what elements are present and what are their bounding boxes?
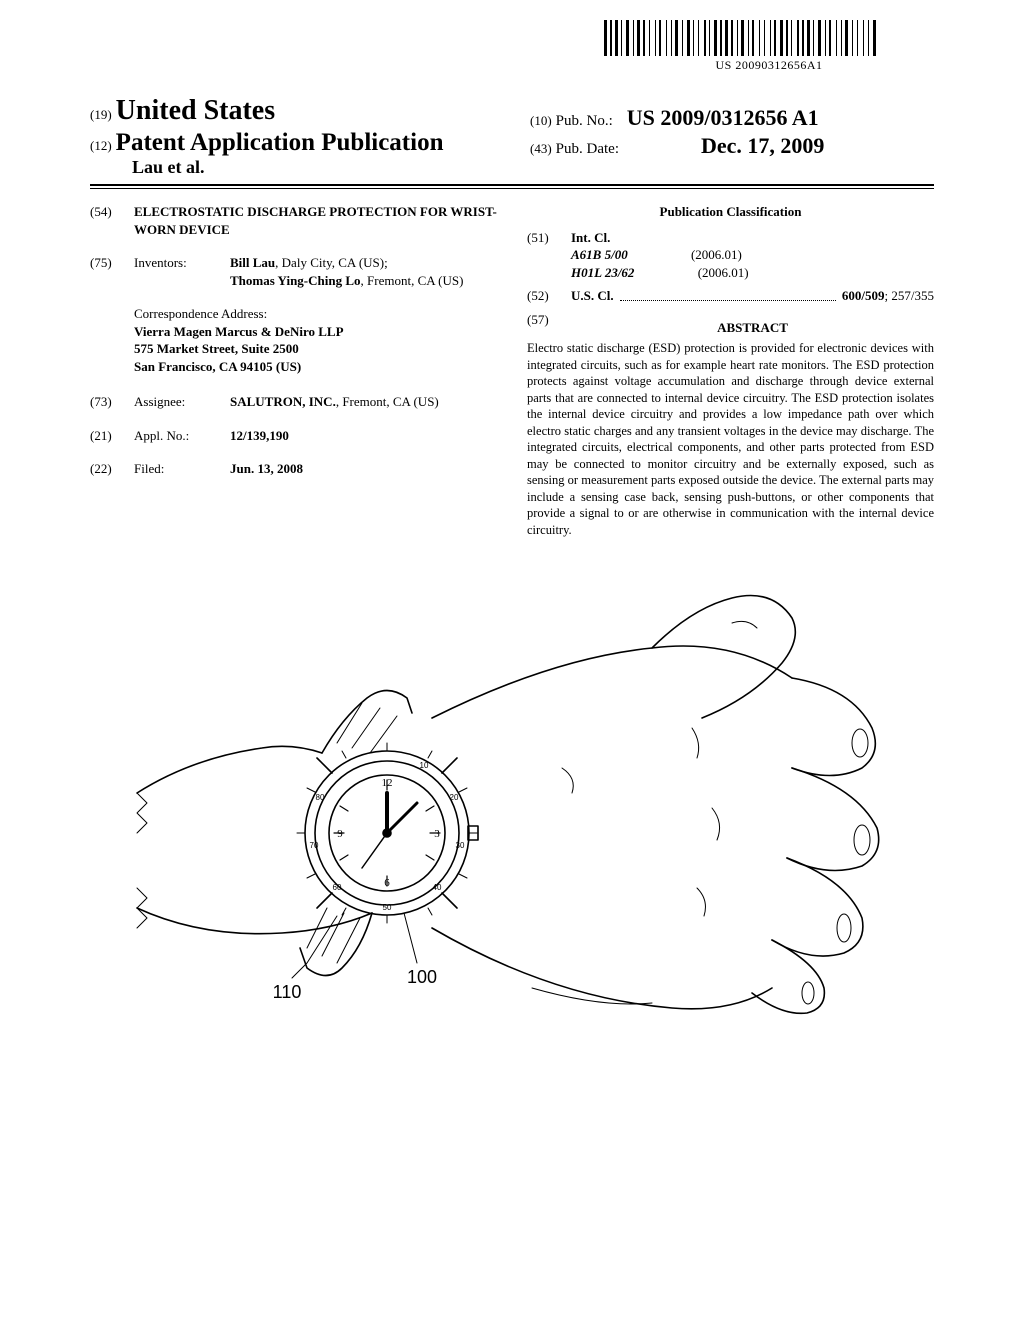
bezel-80: 80	[316, 793, 325, 802]
label-inventors: Inventors:	[134, 254, 230, 289]
header-right: (10) Pub. No.: US 2009/0312656 A1 (43) P…	[530, 105, 824, 159]
barcode-text: US 20090312656A1	[604, 58, 934, 73]
figure-area: 12 3 6 9 10 20 30 40 50 60 70 80 100 110	[90, 568, 934, 1053]
label-assignee: Assignee:	[134, 393, 230, 411]
field-75: (75) Inventors: Bill Lau, Daly City, CA …	[90, 254, 497, 289]
field-57: (57) ABSTRACT	[527, 311, 934, 341]
label-uscl: U.S. Cl.	[571, 287, 614, 305]
label-applno: Appl. No.:	[134, 427, 230, 445]
field-51: (51) Int. Cl.	[527, 229, 934, 247]
inventor-loc-0: , Daly City, CA (US);	[275, 255, 388, 270]
rule-thick	[90, 184, 934, 186]
field-73: (73) Assignee: SALUTRON, INC., Fremont, …	[90, 393, 497, 411]
biblio-columns: (54) ELECTROSTATIC DISCHARGE PROTECTION …	[90, 203, 934, 538]
intcl-year-0: (2006.01)	[691, 247, 742, 262]
correspondence-line-1: 575 Market Street, Suite 2500	[134, 340, 497, 358]
intcl-code-1: H01L 23/62	[571, 265, 634, 280]
dial-3: 3	[434, 828, 440, 840]
pub-no: US 2009/0312656 A1	[627, 105, 819, 130]
correspondence-line-0: Vierra Magen Marcus & DeNiro LLP	[134, 323, 497, 341]
uscl-value: 600/509; 257/355	[842, 287, 934, 305]
pub-no-label: Pub. No.:	[556, 113, 613, 129]
uscl-bold: 600/509	[842, 288, 885, 303]
inventor-name-0: Bill Lau	[230, 255, 275, 270]
pub-date: Dec. 17, 2009	[701, 133, 824, 158]
code-22: (22)	[90, 460, 134, 478]
bezel-40: 40	[433, 883, 442, 892]
field-22: (22) Filed: Jun. 13, 2008	[90, 460, 497, 478]
barcode-block: US 20090312656A1	[604, 20, 934, 73]
bezel-50: 50	[383, 903, 392, 912]
dial-12: 12	[382, 777, 393, 789]
bezel-70: 70	[310, 841, 319, 850]
correspondence-line-2: San Francisco, CA 94105 (US)	[134, 358, 497, 376]
intcl-item-1: H01L 23/62 (2006.01)	[571, 264, 934, 282]
authors-line: Lau et al.	[132, 157, 934, 178]
ref-110: 110	[273, 982, 302, 1002]
bezel-20: 20	[450, 793, 459, 802]
doc-type: Patent Application Publication	[116, 129, 444, 156]
field-54: (54) ELECTROSTATIC DISCHARGE PROTECTION …	[90, 203, 497, 238]
code-54: (54)	[90, 203, 134, 238]
left-column: (54) ELECTROSTATIC DISCHARGE PROTECTION …	[90, 203, 497, 538]
ref-100: 100	[407, 967, 437, 987]
code-57: (57)	[527, 311, 571, 341]
classification-heading: Publication Classification	[527, 203, 934, 221]
invention-title: ELECTROSTATIC DISCHARGE PROTECTION FOR W…	[134, 203, 497, 238]
barcode	[604, 20, 934, 56]
dial-9: 9	[337, 828, 343, 840]
correspondence-heading: Correspondence Address:	[134, 305, 497, 323]
code-21: (21)	[90, 427, 134, 445]
bezel-30: 30	[456, 841, 465, 850]
label-intcl: Int. Cl.	[571, 229, 610, 247]
code-19: (19)	[90, 107, 112, 122]
code-73: (73)	[90, 393, 134, 411]
pub-date-label: Pub. Date:	[556, 141, 619, 157]
uscl-dots	[620, 287, 836, 301]
abstract-text: Electro static discharge (ESD) protectio…	[527, 340, 934, 538]
bezel-10: 10	[420, 761, 429, 770]
country: United States	[116, 95, 275, 126]
inventor-loc-1: , Fremont, CA (US)	[361, 273, 464, 288]
field-52: (52) U.S. Cl. 600/509; 257/355	[527, 287, 934, 305]
rule-thin	[90, 188, 934, 189]
code-51: (51)	[527, 229, 571, 247]
code-52: (52)	[527, 287, 571, 305]
uscl-rest: ; 257/355	[885, 288, 934, 303]
assignee-value: SALUTRON, INC., Fremont, CA (US)	[230, 393, 497, 411]
applno-value: 12/139,190	[230, 428, 289, 443]
code-75: (75)	[90, 254, 134, 289]
code-43: (43)	[530, 141, 552, 156]
assignee-name: SALUTRON, INC.	[230, 394, 336, 409]
assignee-loc: , Fremont, CA (US)	[336, 394, 439, 409]
intcl-year-1: (2006.01)	[698, 265, 749, 280]
label-filed: Filed:	[134, 460, 230, 478]
bezel-60: 60	[333, 883, 342, 892]
right-column: Publication Classification (51) Int. Cl.…	[527, 203, 934, 538]
patent-figure: 12 3 6 9 10 20 30 40 50 60 70 80 100 110	[132, 568, 892, 1048]
intcl-code-0: A61B 5/00	[571, 247, 628, 262]
dial-6: 6	[384, 877, 390, 889]
intcl-item-0: A61B 5/00 (2006.01)	[571, 246, 934, 264]
correspondence-block: Correspondence Address: Vierra Magen Mar…	[134, 305, 497, 375]
filed-value: Jun. 13, 2008	[230, 461, 303, 476]
inventors-list: Bill Lau, Daly City, CA (US); Thomas Yin…	[230, 254, 497, 289]
code-10: (10)	[530, 113, 552, 128]
field-21: (21) Appl. No.: 12/139,190	[90, 427, 497, 445]
code-12: (12)	[90, 138, 112, 153]
inventor-name-1: Thomas Ying-Ching Lo	[230, 273, 361, 288]
abstract-heading: ABSTRACT	[571, 319, 934, 337]
